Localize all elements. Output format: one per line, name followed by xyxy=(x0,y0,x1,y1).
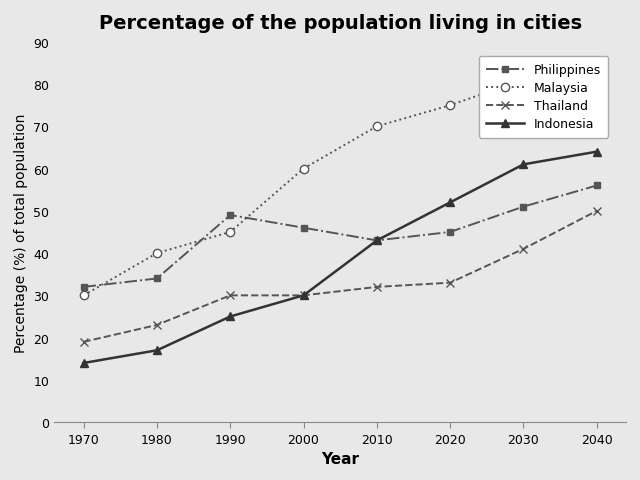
Line: Indonesia: Indonesia xyxy=(79,148,601,367)
Malaysia xyxy=(446,103,454,109)
Philippines xyxy=(80,285,88,290)
Malaysia xyxy=(520,78,527,84)
Y-axis label: Percentage (%) of total population: Percentage (%) of total population xyxy=(14,113,28,352)
Thailand xyxy=(520,246,527,252)
Line: Philippines: Philippines xyxy=(80,182,600,291)
Indonesia xyxy=(153,348,161,353)
Philippines xyxy=(227,213,234,218)
Malaysia xyxy=(153,251,161,256)
Philippines xyxy=(446,229,454,235)
Line: Malaysia: Malaysia xyxy=(79,68,601,300)
Philippines xyxy=(373,238,381,244)
Malaysia xyxy=(373,124,381,130)
X-axis label: Year: Year xyxy=(321,451,359,466)
Legend: Philippines, Malaysia, Thailand, Indonesia: Philippines, Malaysia, Thailand, Indones… xyxy=(479,57,609,138)
Philippines xyxy=(153,276,161,282)
Indonesia xyxy=(446,200,454,206)
Line: Thailand: Thailand xyxy=(79,207,601,346)
Thailand xyxy=(153,323,161,328)
Malaysia xyxy=(80,293,88,299)
Philippines xyxy=(300,226,307,231)
Malaysia xyxy=(593,69,600,75)
Philippines xyxy=(593,183,600,189)
Thailand xyxy=(373,285,381,290)
Indonesia xyxy=(520,162,527,168)
Thailand xyxy=(300,293,307,299)
Thailand xyxy=(80,339,88,345)
Thailand xyxy=(446,280,454,286)
Indonesia xyxy=(593,149,600,155)
Malaysia xyxy=(227,229,234,235)
Indonesia xyxy=(80,360,88,366)
Title: Percentage of the population living in cities: Percentage of the population living in c… xyxy=(99,14,582,33)
Malaysia xyxy=(300,167,307,172)
Indonesia xyxy=(300,293,307,299)
Philippines xyxy=(520,204,527,210)
Indonesia xyxy=(373,238,381,244)
Indonesia xyxy=(227,314,234,320)
Thailand xyxy=(593,208,600,214)
Thailand xyxy=(227,293,234,299)
